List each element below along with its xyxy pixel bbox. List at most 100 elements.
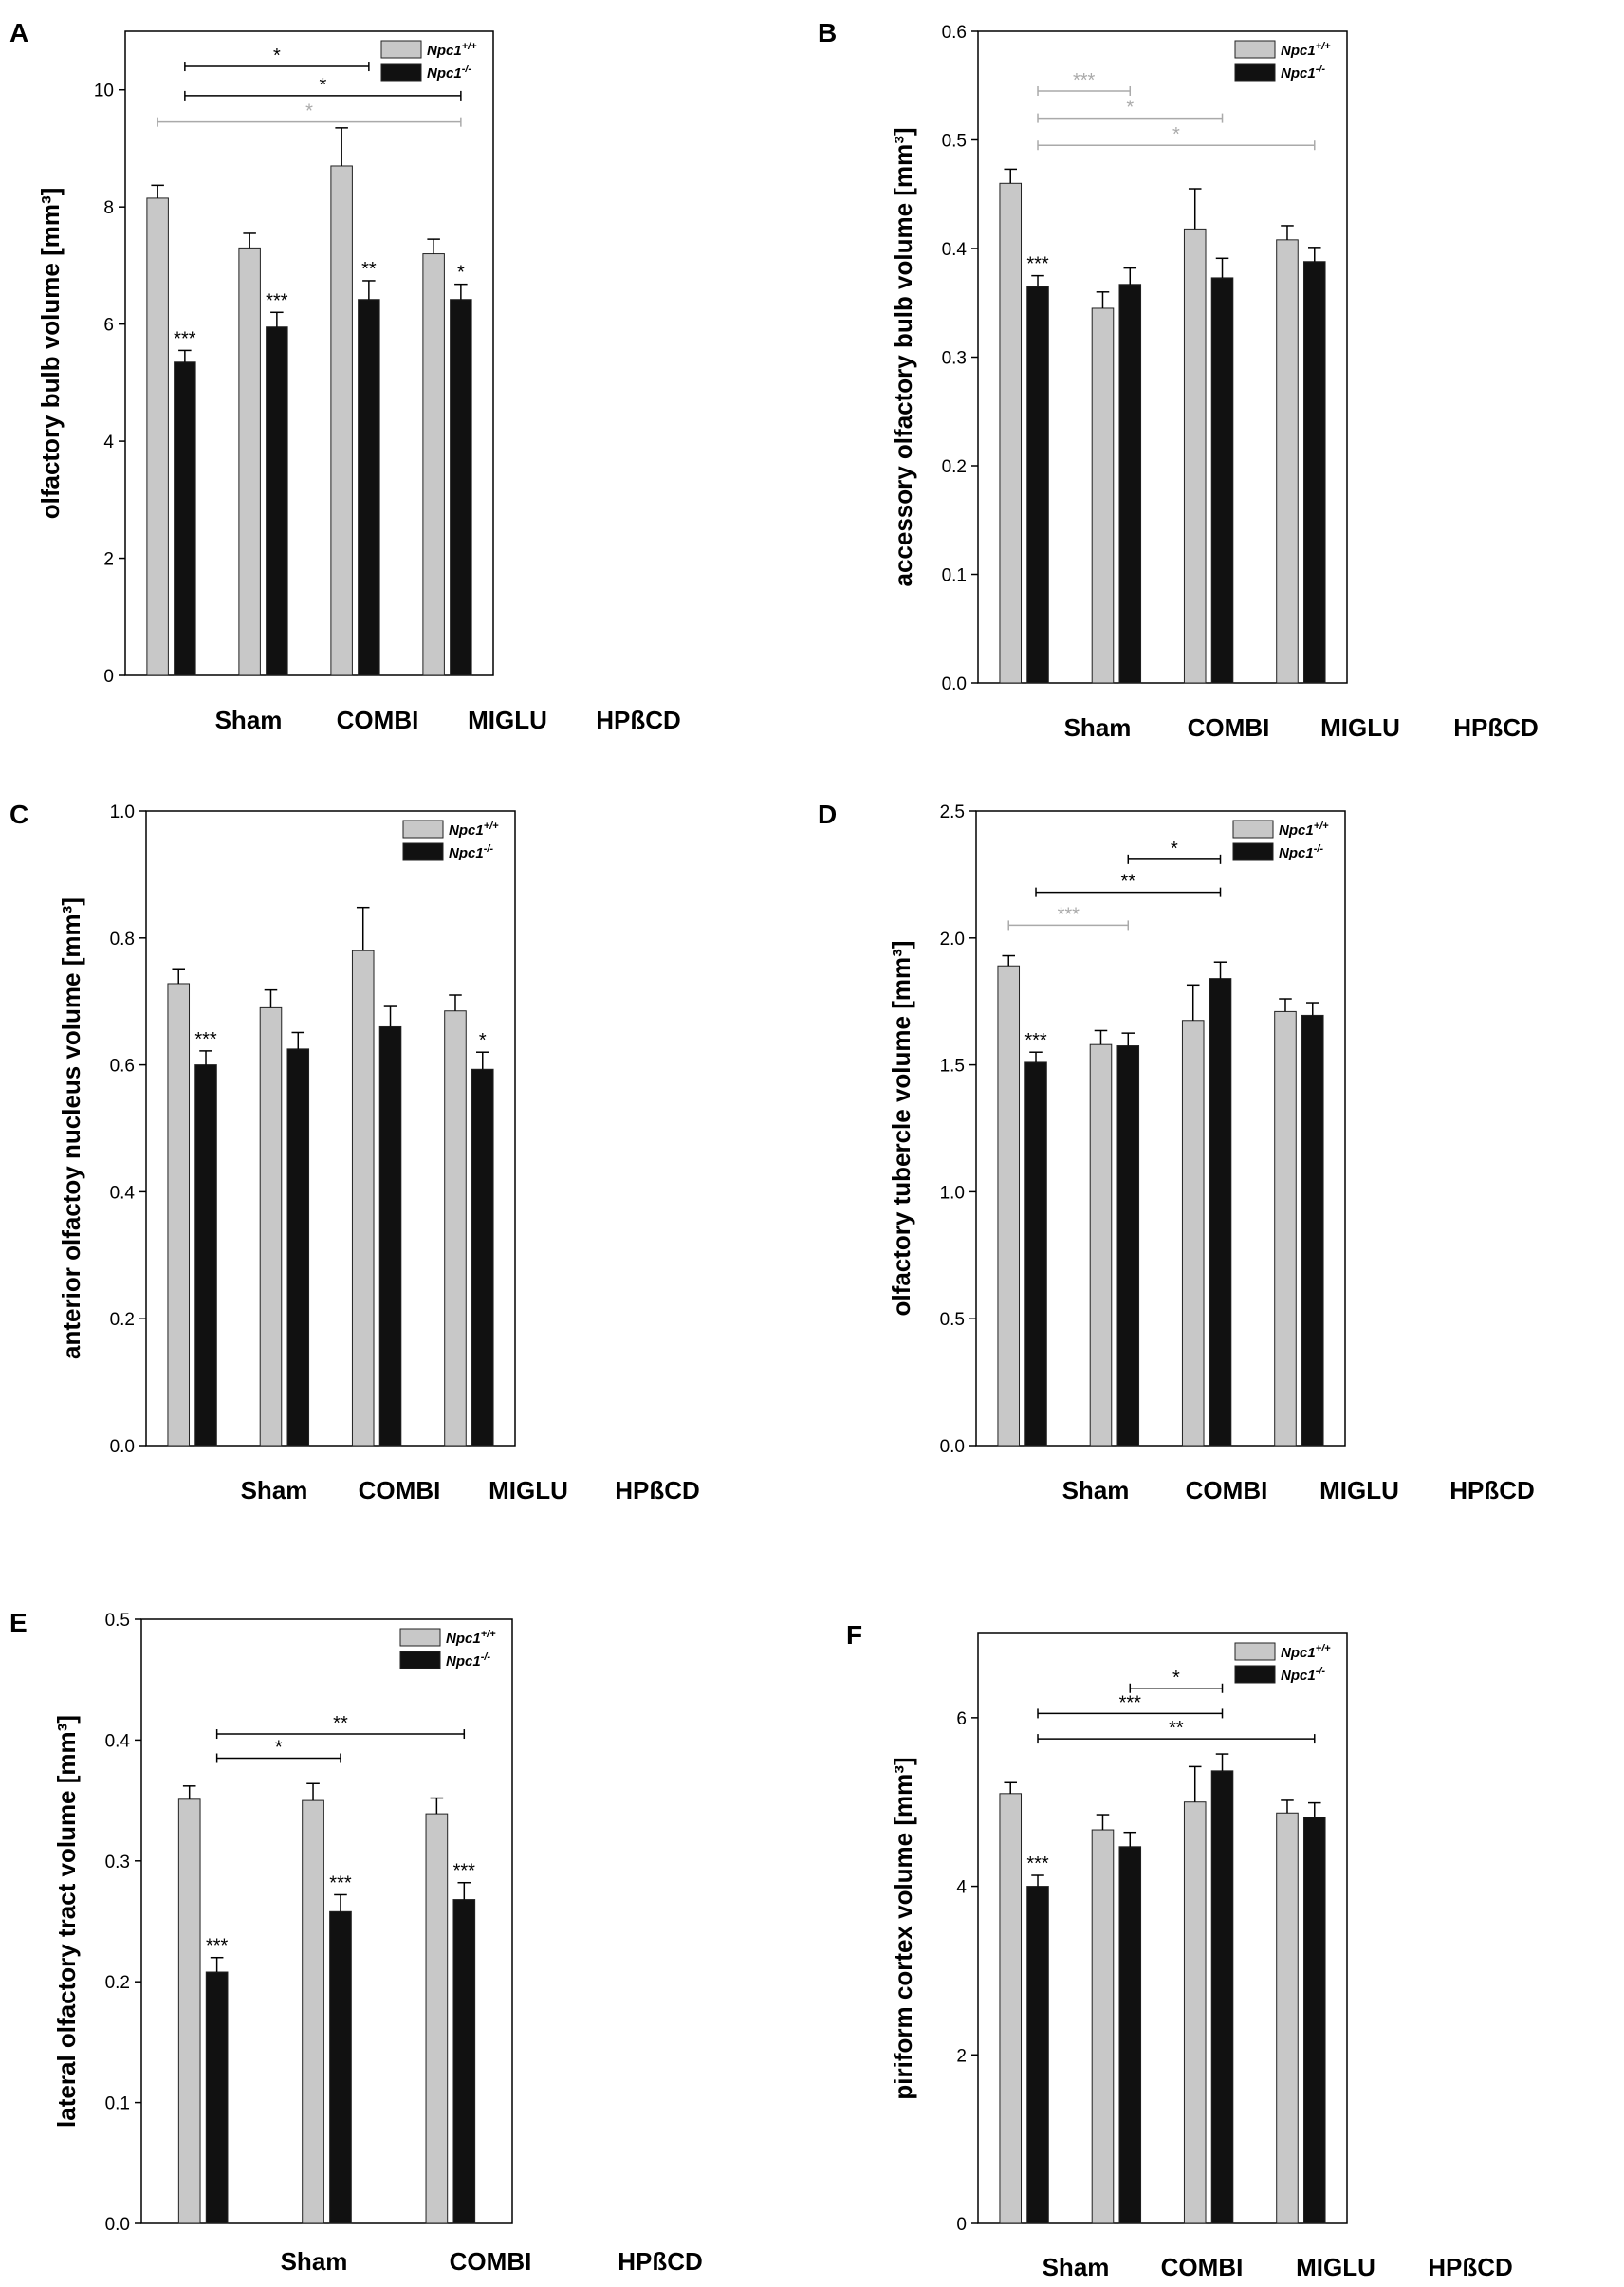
bracket-label: ** [1120, 872, 1135, 893]
bar-ko [1026, 1886, 1049, 2224]
bar-wt [1089, 1043, 1113, 1447]
significance-star: *** [1026, 1854, 1049, 1874]
bar-wt [330, 165, 353, 676]
bar-wt [1091, 1829, 1115, 2224]
legend-label-ko: Npc1-/- [1281, 1666, 1325, 1684]
bar-wt [1276, 239, 1299, 684]
plot-frame [145, 810, 516, 1447]
bar-ko [1118, 1846, 1142, 2224]
y-tick-label: 0.4 [105, 1731, 131, 1751]
category-label: HPßCD [615, 1476, 700, 1504]
bracket-label: * [1126, 98, 1134, 119]
category-label: MIGLU [468, 706, 547, 734]
bar-ko [471, 1068, 494, 1447]
y-tick-label: 2 [956, 2046, 967, 2066]
bracket-label: ** [1169, 1718, 1184, 1739]
y-tick-label: 0.3 [105, 1853, 130, 1872]
bar-wt [1183, 1801, 1207, 2224]
category-label: Sham [241, 1476, 308, 1504]
plot-frame [124, 30, 494, 676]
bracket-label: * [1171, 839, 1178, 859]
bar-ko [1118, 284, 1142, 684]
y-axis-label: accessory olfactory bulb volume [mm³] [889, 127, 917, 586]
bracket-label: *** [1119, 1692, 1142, 1713]
bar-wt [444, 1010, 467, 1447]
y-tick-label: 10 [94, 82, 114, 101]
significance-star: *** [206, 1936, 229, 1957]
bar-ko [1209, 978, 1232, 1447]
y-tick-label: 6 [103, 316, 114, 336]
bracket-label: *** [1058, 904, 1080, 925]
legend-label-wt: Npc1+/+ [1281, 1643, 1331, 1661]
bar-ko [1302, 1817, 1326, 2224]
legend-label-wt: Npc1+/+ [449, 821, 499, 839]
y-tick-label: 0.1 [942, 566, 967, 586]
category-label: COMBI [450, 2247, 532, 2276]
panel-letter: B [818, 18, 837, 47]
bar-ko [286, 1048, 310, 1447]
legend-label-ko: Npc1-/- [449, 843, 493, 861]
y-tick-label: 0.8 [110, 930, 135, 950]
bar-wt [351, 950, 375, 1447]
category-label: MIGLU [1320, 1476, 1399, 1504]
category-label: Sham [215, 706, 283, 734]
bracket-label: * [275, 1738, 283, 1759]
legend-swatch-ko [1234, 63, 1276, 82]
bar-wt [422, 253, 445, 676]
y-tick-label: 0.3 [942, 349, 967, 369]
legend-label-ko: Npc1-/- [427, 64, 471, 82]
y-tick-label: 0.2 [942, 457, 967, 477]
significance-star: * [479, 1030, 487, 1051]
bracket-label: * [305, 101, 313, 122]
bar-ko [1210, 1770, 1234, 2224]
y-tick-label: 1.0 [940, 1183, 965, 1203]
y-tick-label: 0.0 [105, 2215, 130, 2235]
y-tick-label: 0.1 [105, 2094, 130, 2114]
y-tick-label: 4 [103, 433, 114, 452]
bar-wt [1091, 307, 1115, 684]
legend-swatch-ko [1232, 842, 1274, 861]
category-label: HPßCD [1449, 1476, 1535, 1504]
significance-star: *** [266, 290, 288, 311]
y-tick-label: 0.0 [942, 674, 967, 694]
bracket-label: * [1172, 124, 1180, 145]
y-tick-label: 8 [103, 198, 114, 218]
y-tick-label: 0.5 [942, 132, 967, 152]
y-tick-label: 2.5 [940, 802, 965, 822]
category-label: MIGLU [1296, 2253, 1375, 2281]
legend-swatch-ko [380, 63, 422, 82]
bar-wt [146, 197, 169, 676]
bar-wt [1276, 1812, 1299, 2224]
bar-wt [999, 182, 1023, 684]
y-tick-label: 1.0 [110, 802, 135, 822]
legend-swatch-ko [399, 1651, 441, 1669]
bar-ko [1024, 1061, 1047, 1447]
bar-ko [266, 326, 288, 676]
y-tick-label: 0.2 [110, 1310, 135, 1330]
legend-label-wt: Npc1+/+ [1279, 821, 1329, 839]
plot-frame [140, 1618, 513, 2224]
y-axis-label: olfactory tubercle volume [mm³] [887, 941, 915, 1317]
bar-ko [1116, 1045, 1140, 1447]
bracket-label: * [319, 75, 326, 96]
legend-swatch-wt [402, 820, 444, 839]
legend-label-wt: Npc1+/+ [427, 41, 477, 59]
bracket-label: *** [1073, 70, 1096, 91]
bar-ko [329, 1910, 352, 2224]
bracket-label: * [1172, 1668, 1180, 1688]
panel-letter: A [9, 18, 28, 47]
legend-swatch-wt [380, 40, 422, 59]
y-tick-label: 0.4 [942, 240, 968, 260]
bar-wt [1274, 1010, 1297, 1447]
plot-frame [975, 810, 1346, 1447]
y-tick-label: 0.5 [105, 1611, 130, 1631]
y-tick-label: 0.0 [110, 1437, 135, 1457]
category-label: HPßCD [596, 706, 681, 734]
y-tick-label: 4 [956, 1878, 967, 1898]
bar-wt [425, 1813, 449, 2224]
legend-swatch-ko [1234, 1665, 1276, 1684]
significance-star: *** [1026, 254, 1049, 275]
y-axis-label: piriform cortex volume [mm³] [889, 1757, 917, 2099]
